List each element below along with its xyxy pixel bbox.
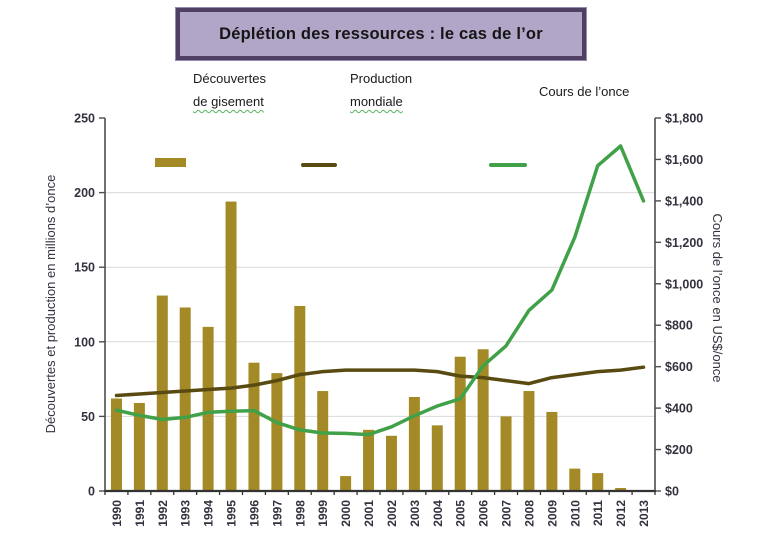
axes (99, 117, 661, 495)
bar-1996 (248, 362, 260, 491)
bar-2005 (454, 356, 466, 491)
year-label-1998: 1998 (293, 500, 307, 527)
bar-2008 (523, 391, 535, 491)
production-line-swatch (301, 163, 337, 167)
year-label-2009: 2009 (545, 500, 559, 527)
bar-1993 (179, 307, 191, 491)
year-label-2000: 2000 (339, 500, 353, 527)
bar-2002 (385, 435, 397, 491)
legend-item-production: Production mondiale (350, 67, 412, 113)
bar-1998 (294, 305, 306, 491)
year-label-1994: 1994 (202, 500, 216, 527)
year-label-2006: 2006 (477, 500, 491, 527)
year-label-1997: 1997 (270, 500, 284, 527)
year-label-1990: 1990 (110, 500, 124, 527)
legend: Découvertes de gisement Production mondi… (0, 66, 768, 167)
legend-item-price: Cours de l’once (539, 84, 630, 99)
year-label-2005: 2005 (454, 500, 468, 527)
discoveries-bar-swatch (155, 158, 186, 167)
left-tick-label-250: 250 (74, 112, 95, 126)
bar-2003 (408, 397, 420, 491)
left-tick-label-0: 0 (88, 485, 95, 499)
right-tick-label-400: $400 (665, 402, 693, 416)
bar-2012 (615, 488, 627, 491)
year-label-2002: 2002 (385, 500, 399, 527)
year-label-1992: 1992 (156, 500, 170, 527)
legend-discoveries-line2: de gisement (193, 94, 264, 109)
bar-2011 (592, 473, 604, 491)
bar-2007 (500, 416, 512, 491)
right-tick-label-1600: $1,600 (665, 153, 703, 167)
legend-item-discoveries: Découvertes de gisement (193, 67, 266, 113)
right-tick-label-800: $800 (665, 319, 693, 333)
chart-title: Déplétion des ressources : le cas de l’o… (219, 24, 543, 43)
chart-title-box: Déplétion des ressources : le cas de l’o… (176, 8, 586, 60)
bar-2004 (431, 425, 443, 491)
right-tick-label-600: $600 (665, 360, 693, 374)
bar-1997 (271, 373, 283, 491)
bar-2010 (569, 468, 581, 491)
right-axis-title: Cours de l’once en US$/once (710, 213, 725, 382)
bar-1995 (225, 201, 237, 491)
right-tick-label-0: $0 (665, 485, 679, 499)
legend-discoveries-line1: Découvertes (193, 71, 266, 86)
year-label-2011: 2011 (591, 500, 605, 526)
bar-2001 (363, 429, 375, 491)
right-tick-label-200: $200 (665, 443, 693, 457)
bar-1999 (317, 391, 329, 491)
year-label-1999: 1999 (316, 500, 330, 527)
year-label-2003: 2003 (408, 500, 422, 527)
price-line (114, 144, 646, 437)
right-tick-label-1800: $1,800 (665, 112, 703, 126)
bar-1994 (202, 326, 214, 491)
right-axis-tick-labels: $0 $200 $400 $600 $800 $1,000 $1,200 $1,400 $1,6… (665, 112, 703, 499)
year-label-2004: 2004 (431, 500, 445, 527)
bar-1990 (110, 398, 122, 491)
left-tick-label-150: 150 (74, 261, 95, 275)
year-label-1993: 1993 (179, 500, 193, 527)
bar-1991 (133, 402, 145, 491)
bar-2000 (340, 476, 352, 491)
year-label-1995: 1995 (225, 500, 239, 527)
year-label-1991: 1991 (133, 500, 147, 527)
price-line-swatch (489, 163, 527, 167)
bar-2009 (546, 411, 558, 491)
year-label-2007: 2007 (500, 500, 514, 527)
left-tick-label-50: 50 (81, 410, 95, 424)
legend-production-line1: Production (350, 71, 413, 86)
production-line (114, 365, 646, 398)
right-tick-label-1000: $1,000 (665, 277, 703, 291)
left-axis-tick-labels: 0 50 100 150 200 250 (74, 112, 95, 499)
left-tick-label-100: 100 (74, 335, 95, 349)
left-tick-label-200: 200 (74, 186, 95, 200)
left-axis-title: Découvertes et production en millions d’… (43, 175, 58, 434)
year-label-2001: 2001 (362, 500, 376, 527)
year-label-2013: 2013 (637, 500, 651, 527)
legend-production-line2: mondiale (350, 94, 403, 109)
bars-discoveries (110, 201, 627, 491)
year-label-2008: 2008 (522, 500, 536, 527)
year-label-1996: 1996 (247, 500, 261, 527)
x-axis-year-labels: 1990 1991 1992 1993 1994 1995 1996 1997 1998 1999… (110, 500, 651, 527)
right-tick-label-1200: $1,200 (665, 236, 703, 250)
year-label-2010: 2010 (568, 500, 582, 527)
year-label-2012: 2012 (614, 500, 628, 527)
bar-2006 (477, 349, 489, 491)
right-tick-label-1400: $1,400 (665, 194, 703, 208)
